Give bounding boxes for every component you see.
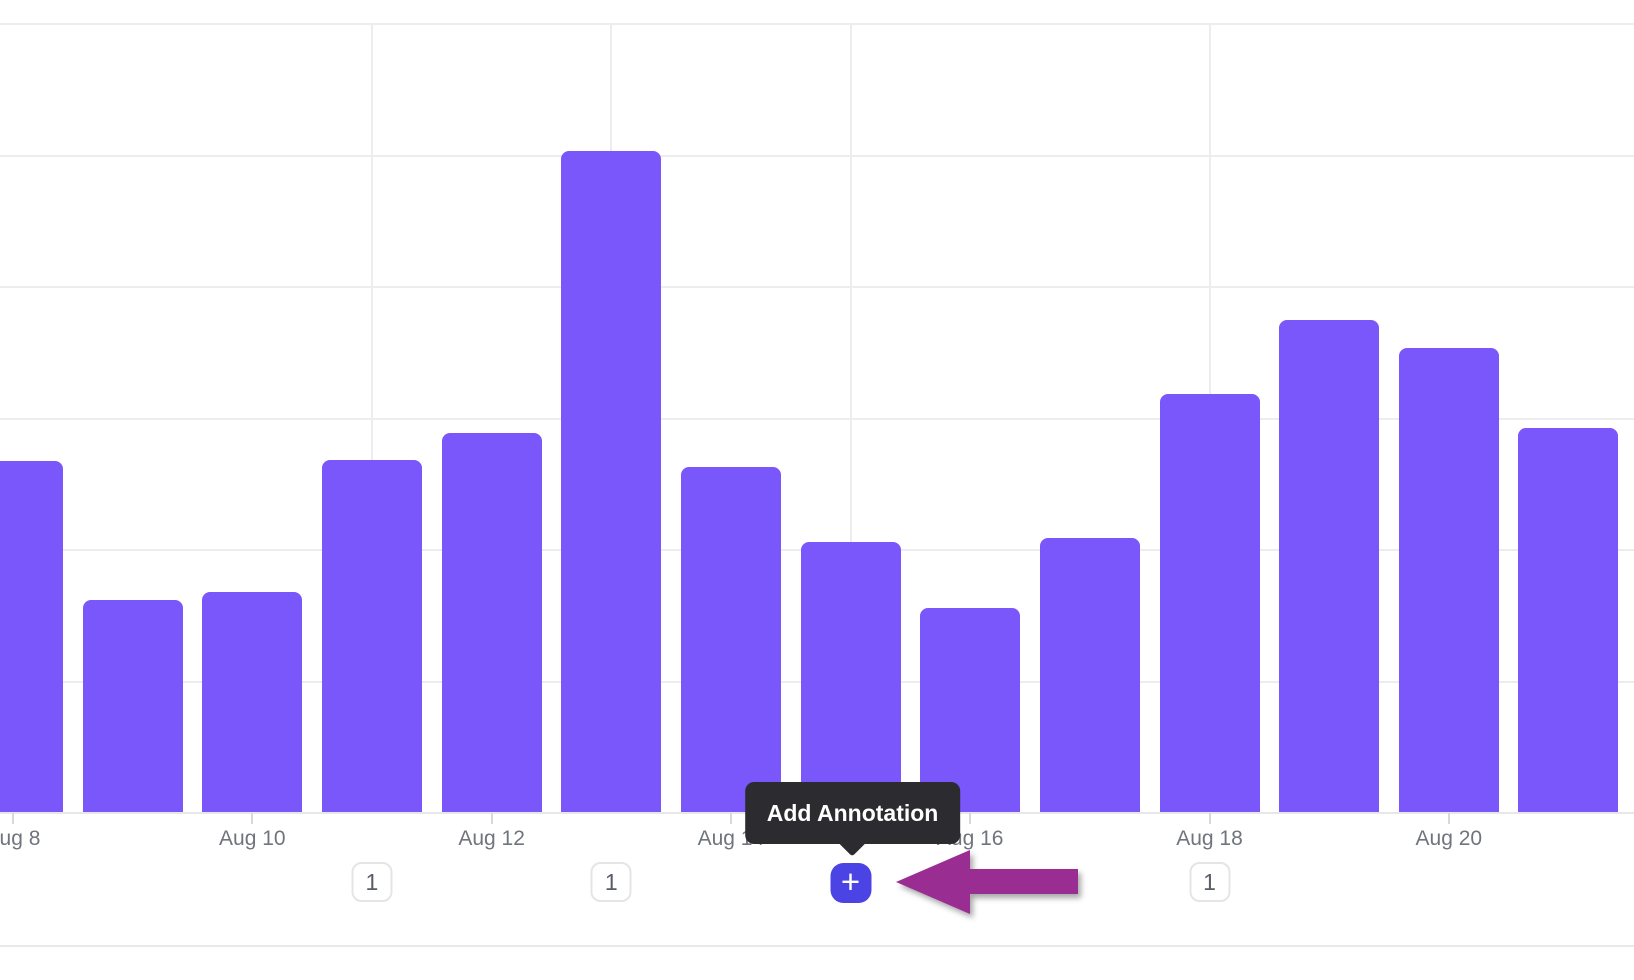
x-axis-tick [251,813,254,824]
x-axis-tick [729,813,732,824]
x-axis-label: Aug 18 [1176,827,1243,850]
bar-aug-14[interactable] [680,467,781,812]
tooltip-label: Add Annotation [766,799,939,826]
x-axis-label: Aug 12 [458,827,525,850]
x-axis-tick [969,813,972,824]
horizontal-gridline [0,286,1634,288]
add-annotation-button[interactable]: + [830,863,872,903]
bar-aug-9[interactable] [82,600,183,812]
cursor-arrow-shape [896,850,1078,914]
annotation-count-badge-aug-18[interactable]: 1 [1189,862,1230,902]
bar-aug-19[interactable] [1279,320,1380,812]
bar-aug-8[interactable] [0,460,63,812]
annotation-count-badge-aug-11[interactable]: 1 [351,862,393,902]
x-axis-tick [12,813,14,824]
horizontal-gridline [0,154,1634,157]
x-axis-label: Aug 10 [219,827,286,850]
x-axis-tick [1447,813,1450,824]
bar-aug-20[interactable] [1398,347,1499,812]
horizontal-gridline [0,23,1634,25]
x-axis-tick [1208,813,1211,824]
bar-aug-10[interactable] [202,592,303,812]
bar-aug-21[interactable] [1518,428,1619,812]
bar-aug-17[interactable] [1039,538,1140,812]
bar-aug-15[interactable] [800,542,901,812]
bar-aug-18[interactable] [1159,393,1260,812]
annotation-date-line [370,23,373,812]
bar-aug-11[interactable] [321,459,422,812]
section-divider [0,945,1634,947]
add-annotation-tooltip: Add Annotation [744,782,961,857]
bar-aug-13[interactable] [561,150,662,812]
bar-aug-12[interactable] [441,433,542,812]
x-axis-label: Aug 8 [0,827,41,850]
annotation-count-badge-aug-13[interactable]: 1 [590,862,632,902]
x-axis-tick [490,813,493,824]
x-axis-label: Aug 20 [1415,827,1483,850]
horizontal-gridline [0,417,1634,420]
annotation-date-line [849,23,852,812]
tooltip-caret [836,825,869,857]
bar-aug-16[interactable] [920,608,1021,812]
